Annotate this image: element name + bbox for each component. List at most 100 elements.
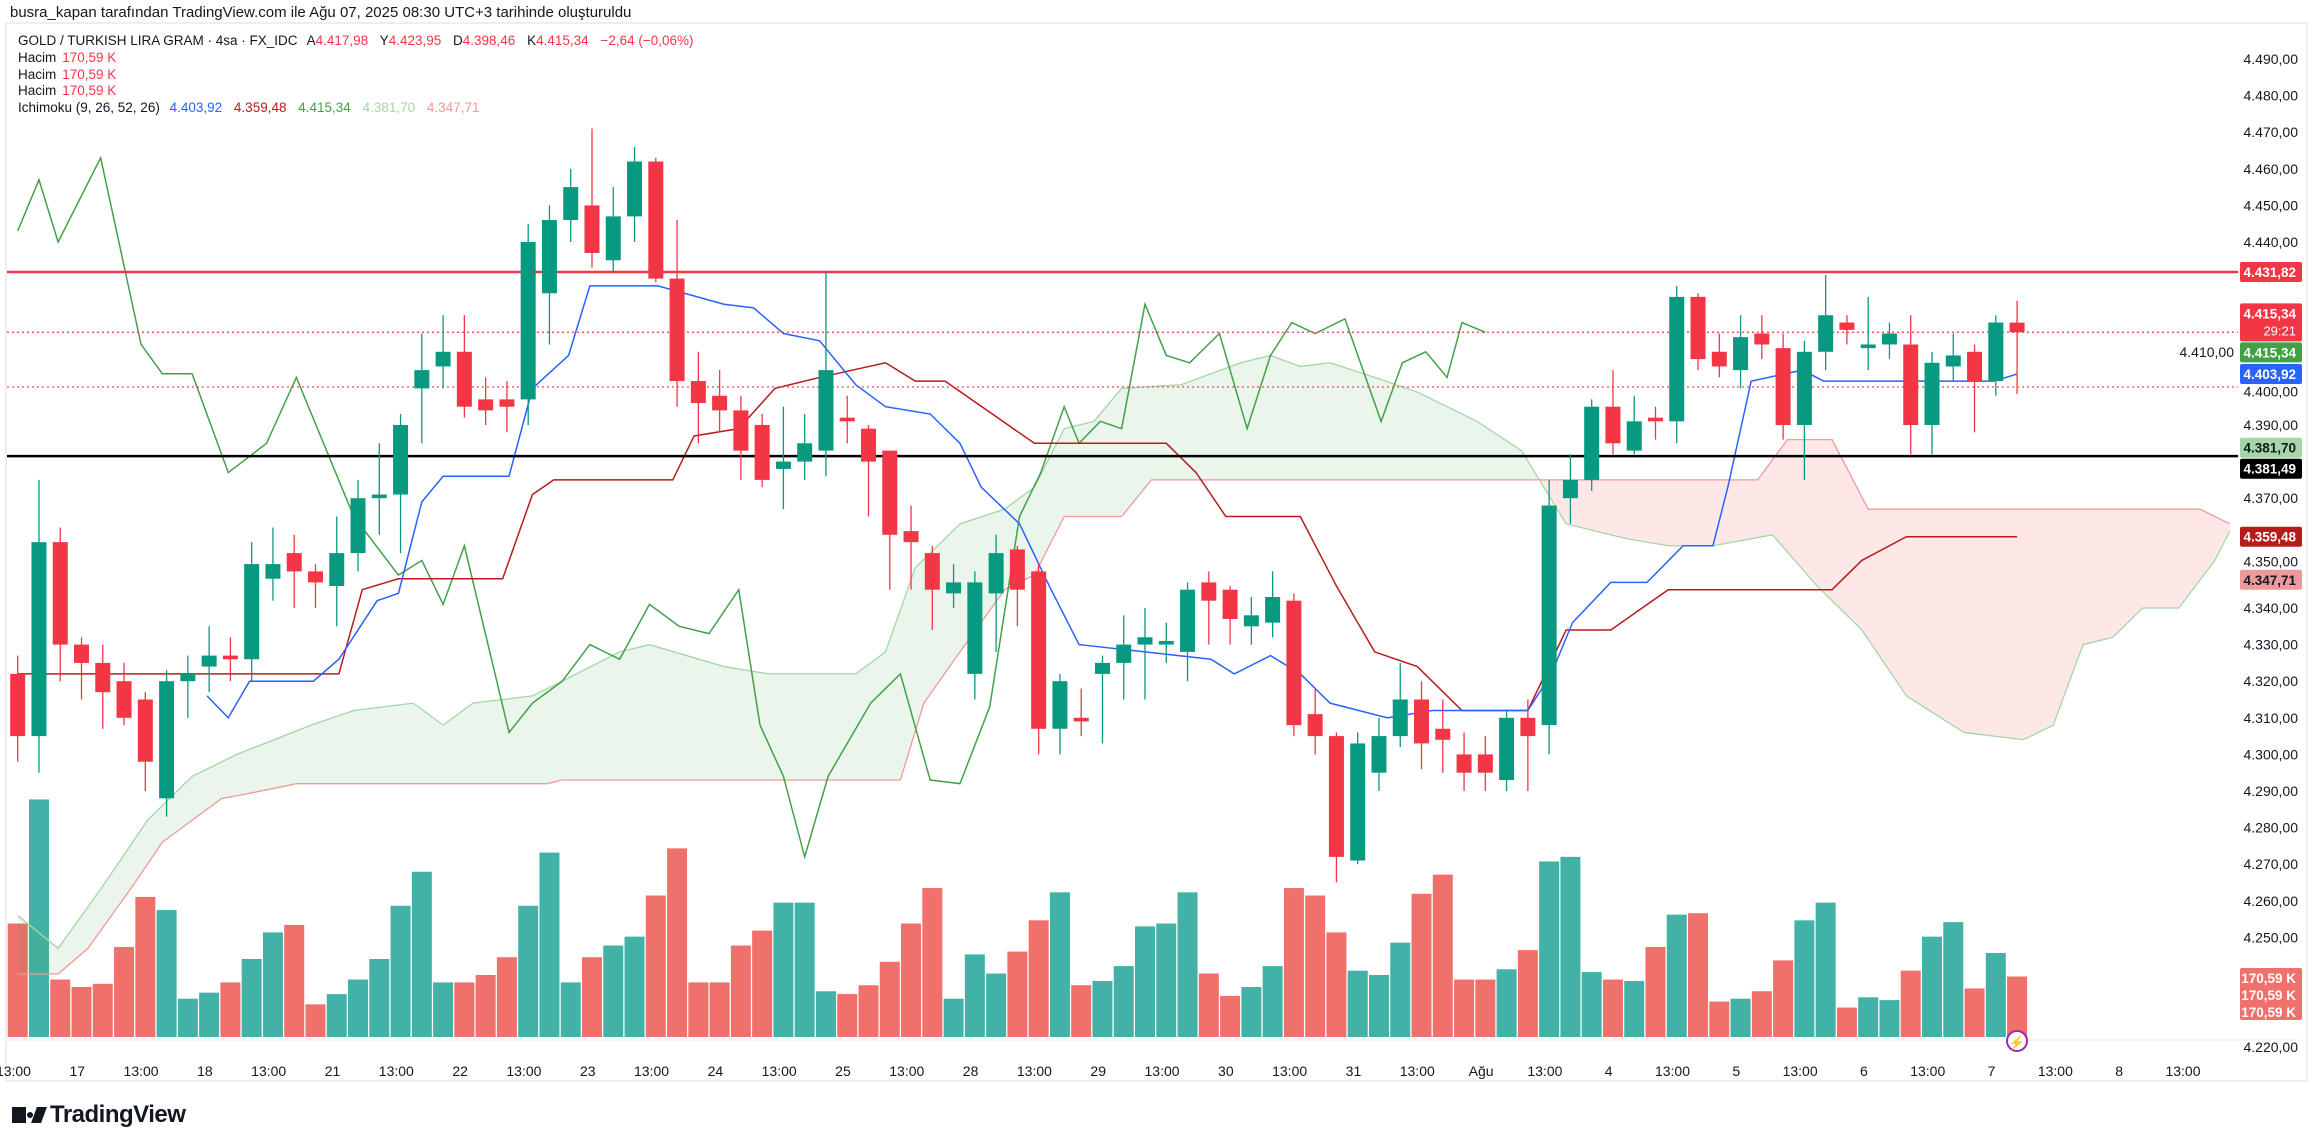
- volume-bar: [1198, 973, 1219, 1037]
- lightning-icon[interactable]: ⚡: [2006, 1030, 2028, 1052]
- volume-legend-row[interactable]: Hacim 170,59 K: [18, 50, 702, 67]
- candle-body: [1690, 296, 1706, 360]
- candle: [861, 425, 876, 517]
- candle: [563, 168, 579, 242]
- volume-bar: [1262, 966, 1283, 1037]
- candle-body: [1477, 754, 1493, 773]
- volume-bar: [369, 958, 390, 1037]
- volume-bar: [922, 888, 943, 1037]
- candle-body: [1222, 589, 1238, 619]
- volume-bar: [581, 957, 602, 1037]
- candle-body: [393, 425, 409, 495]
- volume-bar: [305, 1004, 326, 1037]
- candle: [1477, 736, 1493, 791]
- y-tick-label: 4.320,00: [2244, 673, 2299, 689]
- candle-body: [520, 242, 536, 400]
- x-tick-label: 13:00: [2038, 1063, 2073, 1079]
- tradingview-logo-icon: [12, 1107, 47, 1123]
- volume-bar: [433, 982, 454, 1037]
- plot-area[interactable]: [7, 128, 2238, 1037]
- candle-body: [1435, 728, 1451, 740]
- volume-bar: [7, 923, 28, 1037]
- volume-bar: [28, 799, 49, 1037]
- candle: [1350, 732, 1366, 865]
- volume-bar: [1028, 920, 1049, 1037]
- candle: [1031, 564, 1047, 755]
- chart-frame: [5, 22, 2308, 1082]
- volume-bar: [1602, 979, 1623, 1037]
- candle: [669, 220, 685, 407]
- volume-bar: [709, 982, 730, 1037]
- price-label-box: [2240, 342, 2302, 363]
- y-tick-label: 4.260,00: [2244, 893, 2299, 909]
- candle-body: [456, 351, 472, 407]
- candle-body: [1541, 505, 1557, 726]
- candle: [541, 205, 557, 345]
- price-label-box: [2240, 364, 2302, 385]
- candle: [648, 157, 664, 283]
- candle: [1222, 586, 1238, 645]
- candle-body: [1009, 549, 1025, 590]
- y-tick-label: 4.480,00: [2244, 88, 2299, 104]
- x-tick-label: 13:00: [1145, 1063, 1180, 1079]
- candle-body: [329, 553, 345, 587]
- volume-bar: [1326, 932, 1347, 1037]
- x-tick-label: 25: [835, 1063, 851, 1079]
- volume-bar: [794, 902, 815, 1037]
- candle: [1988, 315, 2004, 396]
- volume-bar: [1220, 995, 1241, 1037]
- candle-body: [1052, 681, 1068, 729]
- candle-body: [1711, 351, 1727, 367]
- candle: [1711, 333, 1727, 378]
- candle: [946, 564, 962, 608]
- candle-body: [1669, 296, 1685, 422]
- volume-bar: [858, 985, 879, 1037]
- candle-body: [967, 582, 983, 674]
- y-tick-label: 4.270,00: [2244, 856, 2299, 872]
- close-value: 4.415,34: [536, 33, 589, 48]
- volume-bar: [475, 974, 496, 1037]
- candle-body: [563, 187, 579, 221]
- x-tick-label: 13:00: [634, 1063, 669, 1079]
- axes: 4.490,00 4.480,00 4.470,00 4.460,00 4.450,00…: [0, 51, 2300, 1079]
- volume-bar: [773, 902, 794, 1037]
- volume-bar: [815, 991, 836, 1037]
- volume-bar: [284, 924, 305, 1037]
- volume-bar: [92, 983, 113, 1037]
- volume-legend-row[interactable]: Hacim 170,59 K: [18, 83, 702, 100]
- candle-body: [775, 461, 791, 469]
- x-tick-label: 21: [325, 1063, 341, 1079]
- candle-body: [1605, 406, 1621, 444]
- candle: [1669, 285, 1685, 444]
- tradingview-logo-text: TradingView: [50, 1101, 186, 1128]
- candle: [1520, 699, 1536, 791]
- volume-bar: [539, 852, 560, 1037]
- candle-body: [584, 205, 600, 253]
- volume-bar: [879, 961, 900, 1037]
- volume-bar: [603, 945, 624, 1037]
- x-tick-label: 13:00: [506, 1063, 541, 1079]
- x-tick-label: 6: [1860, 1063, 1868, 1079]
- x-tick-label: 29: [1090, 1063, 1106, 1079]
- volume-bar: [71, 987, 92, 1037]
- candle-body: [1754, 333, 1770, 345]
- volume-legend-row[interactable]: Hacim 170,59 K: [18, 67, 702, 84]
- volume-bar: [1581, 972, 1602, 1037]
- candle: [435, 315, 451, 389]
- candle-body: [648, 161, 664, 279]
- y-tick-label: 4.490,00: [2244, 51, 2299, 67]
- volume-bar: [901, 923, 922, 1037]
- y-tick-label: 4.440,00: [2244, 234, 2299, 250]
- high-label: Y: [379, 33, 389, 48]
- symbol-row[interactable]: GOLD / TURKISH LIRA GRAM · 4sa · FX_IDC …: [18, 33, 702, 50]
- candle-body: [414, 370, 430, 389]
- candle-body: [1647, 417, 1663, 422]
- candle: [1180, 582, 1196, 682]
- ichimoku-legend-row[interactable]: Ichimoku (9, 26, 52, 26) 4.403,92 4.359,…: [18, 100, 702, 117]
- volume-bar: [114, 946, 135, 1037]
- symbol-title[interactable]: GOLD / TURKISH LIRA GRAM · 4sa · FX_IDC: [18, 33, 298, 48]
- candle-body: [1201, 582, 1217, 601]
- candle-body: [1881, 333, 1897, 345]
- volume-bar: [1305, 895, 1326, 1037]
